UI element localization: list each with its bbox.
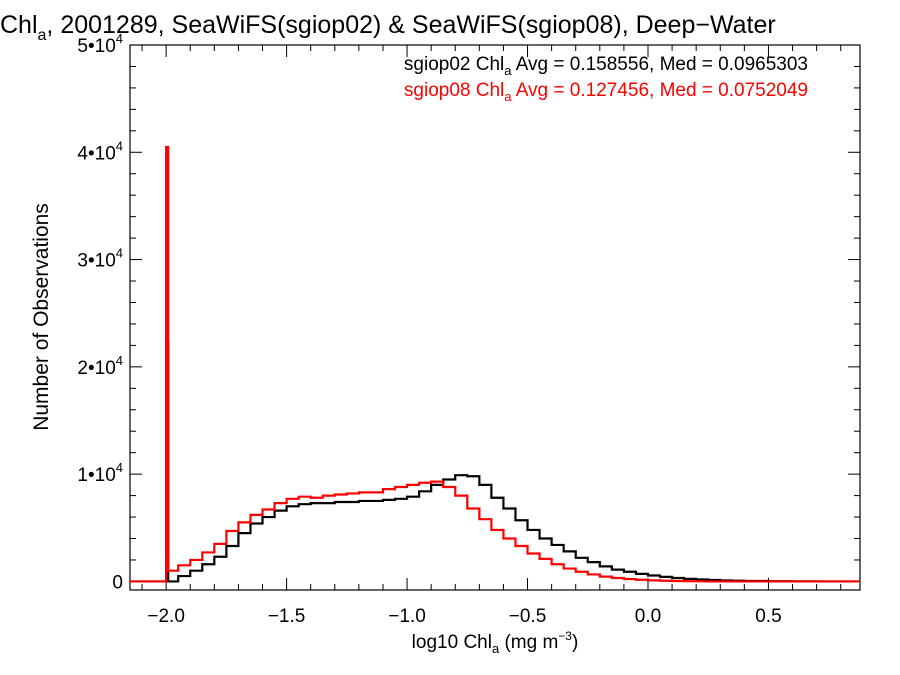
legend-sgiop02-post: Avg = 0.158556, Med = 0.0965303	[511, 54, 808, 75]
legend-sgiop08-post: Avg = 0.127456, Med = 0.0752049	[511, 80, 808, 101]
x-tick-label: 0.5	[755, 606, 781, 627]
y-tick-label: 2•104	[77, 353, 123, 379]
y-tick-label: 0	[112, 572, 123, 593]
chart-title-subscript: a	[38, 27, 47, 44]
plot-frame	[129, 44, 861, 591]
x-axis-tick-labels: −2.0 −1.5 −1.0 −0.5 0.0 0.5	[147, 606, 781, 627]
x-axis-label: log10 Chla (mg m−3)	[412, 629, 579, 656]
legend-sgiop02-pre: sgiop02 Chl	[404, 54, 504, 75]
x-tick-label: 0.0	[635, 606, 661, 627]
legend-entry-sgiop02: sgiop02 Chla Avg = 0.158556, Med = 0.096…	[404, 54, 808, 78]
x-axis-ticks	[141, 45, 842, 590]
legend-entry-sgiop08: sgiop08 Chla Avg = 0.127456, Med = 0.075…	[404, 80, 808, 104]
x-tick-label: −1.5	[268, 606, 306, 627]
x-axis-label-subscript: a	[492, 641, 500, 656]
x-tick-label: −1.0	[388, 606, 426, 627]
legend-sgiop08-pre: sgiop08 Chl	[404, 80, 504, 101]
y-tick-label: 3•104	[77, 246, 123, 272]
x-axis-label-superscript: −3	[558, 629, 572, 643]
x-axis-label-pre: log10 Chl	[412, 632, 492, 653]
y-tick-label: 5•104	[77, 31, 123, 57]
x-axis-label-post: )	[572, 632, 578, 653]
y-axis-label: Number of Observations	[30, 203, 53, 431]
chart-title-rest: , 2001289, SeaWiFS(sgiop02) & SeaWiFS(sg…	[46, 11, 775, 39]
chart-title: Chla, 2001289, SeaWiFS(sgiop02) & SeaWiF…	[0, 11, 776, 44]
y-tick-label: 4•104	[77, 138, 123, 164]
x-tick-label: −2.0	[147, 606, 185, 627]
legend-sgiop02-subscript: a	[504, 63, 512, 78]
y-axis-ticks	[130, 44, 860, 582]
legend-sgiop08-subscript: a	[504, 89, 512, 104]
x-tick-label: −0.5	[509, 606, 547, 627]
y-axis-tick-labels: 0 1•104 2•104 3•104 4•104 5•104	[77, 31, 123, 593]
chart-title-main: Chl	[0, 11, 38, 39]
x-axis-label-mid: (mg m	[499, 632, 558, 653]
series-layer	[130, 145, 860, 583]
y-tick-label: 1•104	[77, 460, 123, 486]
series-sgiop08-histogram	[130, 145, 860, 583]
series-sgiop02-histogram	[130, 338, 860, 583]
